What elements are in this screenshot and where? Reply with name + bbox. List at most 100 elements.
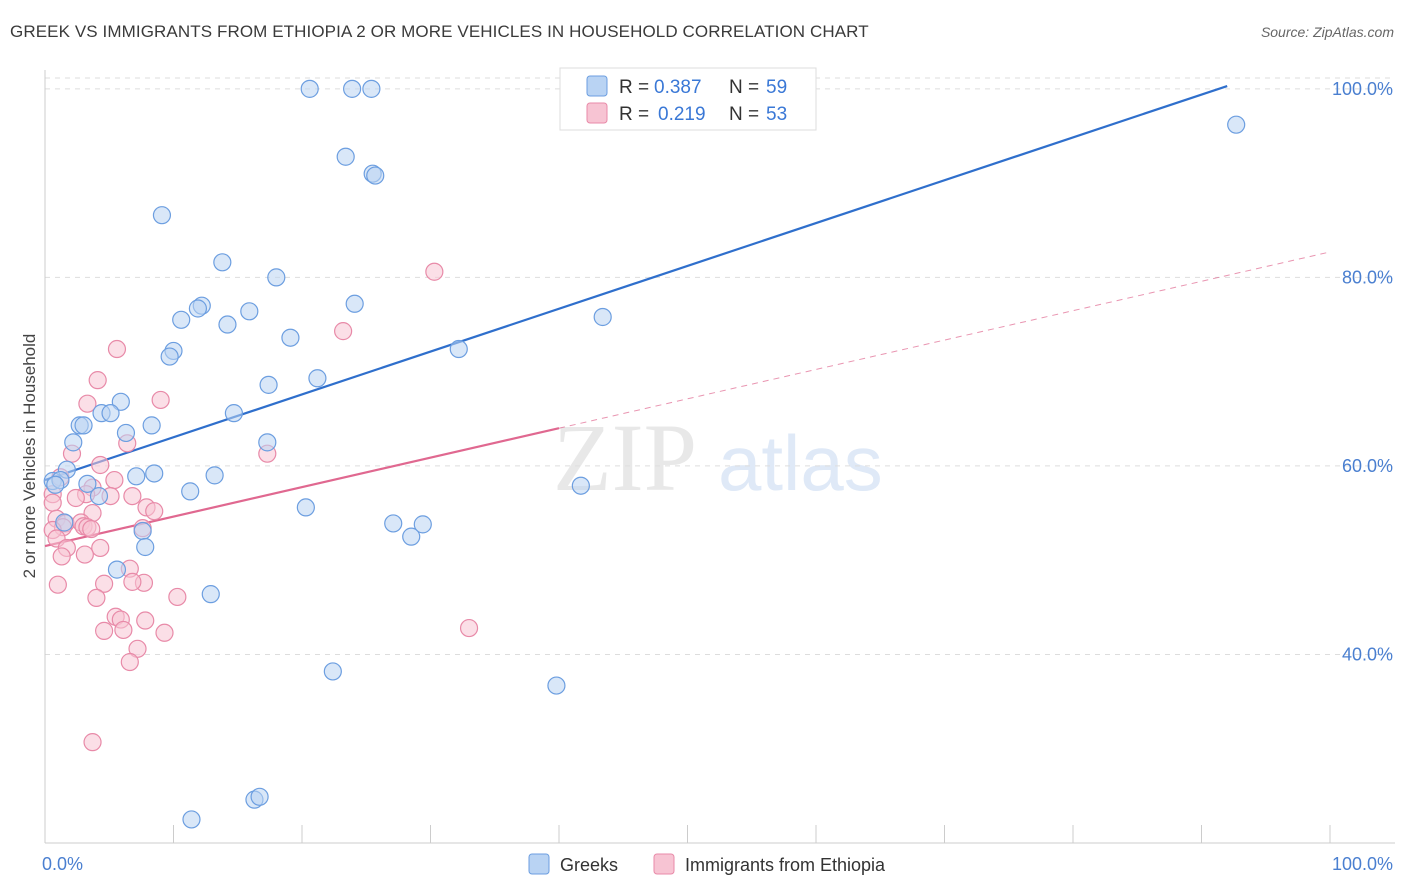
greeks-point — [78, 474, 97, 493]
legend-n-value-greeks: 59 — [766, 77, 787, 98]
greeks-point — [205, 466, 224, 485]
greeks-point — [547, 676, 566, 695]
ethiopia-point — [91, 455, 110, 475]
greeks-point — [172, 310, 191, 329]
greeks-point — [413, 515, 432, 534]
ethiopia-point — [88, 371, 107, 390]
y-tick-label: 40.0% — [1342, 644, 1393, 664]
legend-label-greeks: Greeks — [560, 855, 618, 875]
greeks-point — [267, 268, 286, 287]
legend-swatch-ethiopia — [586, 102, 608, 124]
ethiopia-point — [87, 588, 106, 608]
y-tick-label: 60.0% — [1342, 456, 1393, 476]
greeks-point — [224, 404, 243, 423]
greeks-point — [259, 375, 278, 394]
legend-r-value-greeks: 0.387 — [654, 77, 702, 98]
legend-n-label-greeks: N = — [729, 77, 759, 98]
legend-swatch-ethiopia-bottom — [653, 853, 675, 875]
ethiopia-point — [155, 623, 174, 642]
greeks-point — [111, 392, 130, 411]
tick-labels: 40.0% 60.0% 80.0% 100.0% 0.0% 100.0% — [42, 79, 1393, 874]
ethiopia-point — [66, 488, 85, 508]
greeks-point — [218, 315, 237, 334]
greeks-point — [107, 560, 127, 579]
watermark-zip: ZIP — [553, 404, 697, 511]
stats-legend: R = 0.387 N = 59 R = 0.219 N = 53 — [559, 67, 817, 131]
legend-r-value-ethiopia: 0.219 — [658, 104, 706, 125]
greeks-point — [101, 404, 120, 423]
greeks-point — [181, 482, 200, 501]
series-legend: Greeks Immigrants from Ethiopia — [528, 853, 886, 875]
ethiopia-point — [459, 618, 479, 638]
greeks-point — [300, 79, 319, 98]
greeks-point — [1227, 115, 1246, 134]
greeks-point — [402, 527, 421, 546]
ethiopia-point — [123, 486, 142, 506]
chart-title: GREEK VS IMMIGRANTS FROM ETHIOPIA 2 OR M… — [10, 22, 869, 41]
greeks-point — [308, 369, 327, 388]
y-tick-label: 80.0% — [1342, 267, 1393, 287]
watermark-atlas: atlas — [718, 419, 883, 507]
ethiopia-point — [145, 502, 164, 521]
ethiopia-point — [123, 572, 142, 591]
ethiopia-point — [168, 587, 187, 607]
ethiopia-point — [82, 519, 101, 539]
x-tick-label: 0.0% — [42, 854, 83, 874]
greeks-point — [281, 328, 300, 347]
greeks-point — [336, 147, 355, 166]
ethiopia-point — [105, 470, 124, 490]
greeks-point — [345, 294, 364, 313]
data-points — [43, 79, 1246, 829]
greeks-point — [160, 347, 179, 366]
greeks-point — [593, 307, 612, 327]
greeks-point — [366, 166, 385, 185]
ethiopia-point — [136, 611, 155, 630]
legend-label-ethiopia: Immigrants from Ethiopia — [685, 855, 886, 875]
greeks-point — [571, 476, 590, 495]
greeks-point — [362, 79, 381, 98]
ethiopia-point — [95, 574, 114, 593]
greeks-point — [449, 339, 468, 359]
greeks-point — [250, 787, 269, 806]
greeks-point — [89, 486, 109, 506]
ethiopia-point — [120, 652, 139, 672]
ethiopia-point — [48, 575, 67, 594]
ethiopia-point — [151, 390, 170, 410]
ethiopia-trend-line-extension — [558, 251, 1331, 429]
greeks-point — [74, 416, 93, 435]
ethiopia-point — [78, 394, 97, 413]
ethiopia-trend-line — [44, 427, 560, 548]
legend-r-label-ethiopia: R = — [619, 104, 649, 125]
greeks-point — [133, 521, 152, 541]
greeks-point — [188, 299, 208, 318]
ethiopia-point — [107, 339, 127, 359]
source-label: Source: ZipAtlas.com — [1260, 24, 1394, 40]
ethiopia-point — [425, 262, 444, 281]
greeks-point — [323, 662, 342, 681]
greeks-point — [46, 475, 65, 494]
y-axis-title: 2 or more Vehicles in Household — [20, 334, 39, 579]
ethiopia-point — [83, 733, 102, 752]
ethiopia-point — [43, 493, 62, 512]
ethiopia-point — [114, 620, 133, 640]
greeks-point — [127, 467, 146, 486]
greeks-point — [64, 433, 83, 452]
ethiopia-point — [91, 538, 110, 558]
greeks-point — [201, 585, 220, 604]
x-tick-label: 100.0% — [1332, 854, 1393, 874]
legend-n-label-ethiopia: N = — [729, 104, 759, 125]
greeks-point — [55, 513, 74, 532]
ethiopia-point — [75, 545, 94, 564]
y-tick-label: 100.0% — [1332, 79, 1393, 99]
ethiopia-point — [52, 547, 71, 566]
ethiopia-point — [95, 621, 114, 640]
legend-swatch-greeks-bottom — [528, 853, 550, 875]
legend-r-label-greeks: R = — [619, 77, 649, 98]
greeks-point — [152, 206, 172, 225]
greeks-point — [116, 423, 136, 443]
greeks-point — [182, 810, 201, 829]
greeks-point — [258, 433, 277, 452]
greeks-point — [240, 302, 259, 321]
greeks-point — [296, 498, 315, 517]
ethiopia-point — [334, 322, 353, 341]
